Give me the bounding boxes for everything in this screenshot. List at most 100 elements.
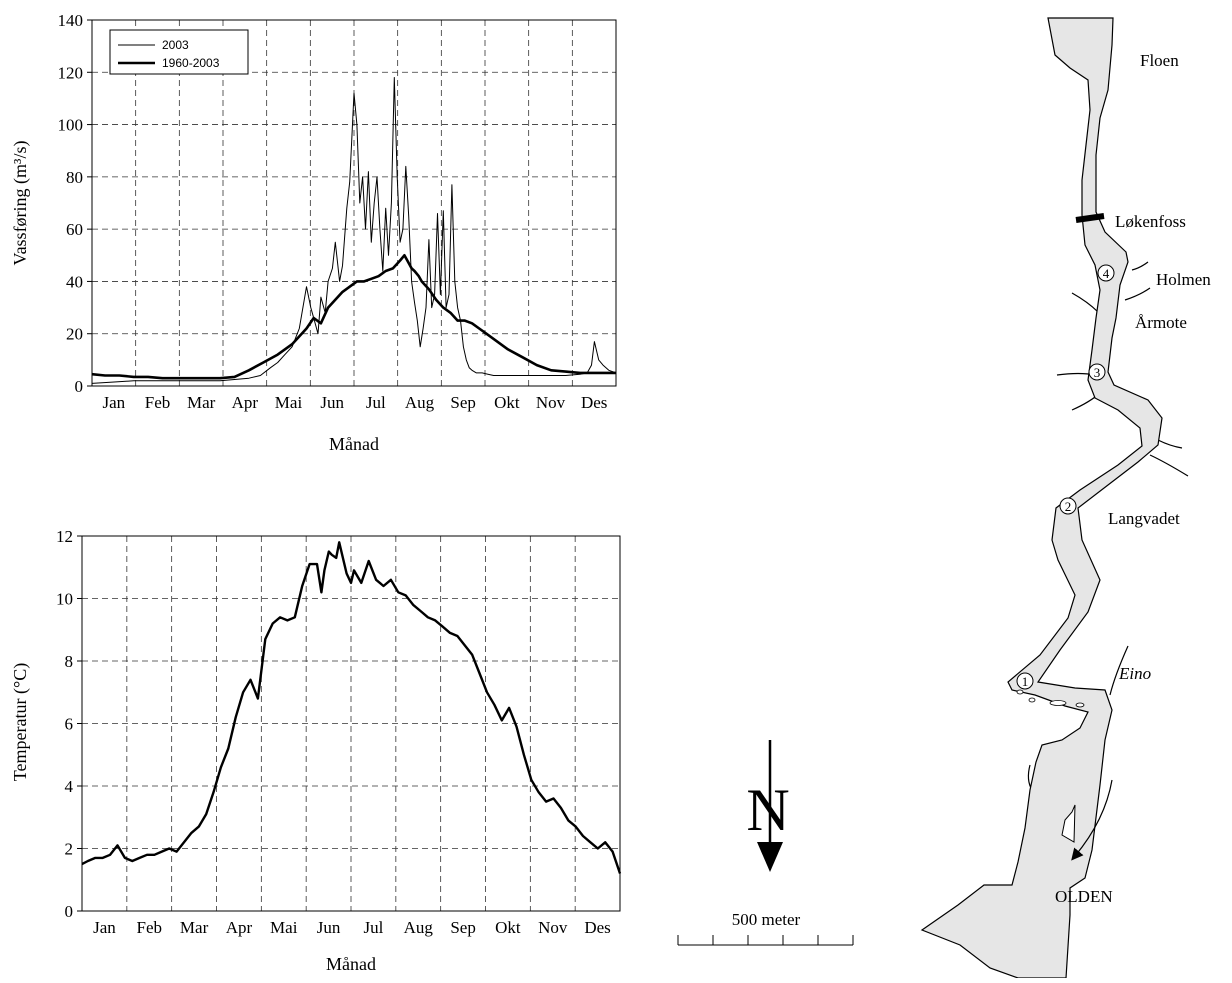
y-tick-label: 0	[75, 377, 84, 396]
y-tick-label: 120	[58, 63, 84, 82]
scale-bar: 500 meter	[677, 910, 854, 946]
station-4-label: 4	[1103, 266, 1110, 281]
month-label-des: Des	[584, 918, 610, 937]
month-label-jul: Jul	[363, 918, 383, 937]
discharge-x-axis-label: Månad	[329, 434, 379, 454]
islet	[1016, 689, 1024, 695]
month-label-jan: Jan	[93, 918, 116, 937]
month-label-jun: Jun	[320, 393, 344, 412]
series-line-2003	[91, 77, 617, 384]
river-outline	[920, 17, 1163, 979]
place-floen: Floen	[1140, 51, 1179, 70]
discharge-y-axis-label: Vassføring (m³/s)	[10, 141, 31, 266]
month-label-feb: Feb	[145, 393, 171, 412]
station-1-label: 1	[1022, 674, 1029, 689]
north-arrow-head-icon	[757, 842, 783, 872]
y-tick-label: 12	[56, 527, 73, 546]
river-map: 4 3 2 1 Floen Løkenfoss Holmen Årmote La…	[920, 17, 1211, 979]
station-2-label: 2	[1065, 499, 1072, 514]
y-tick-label: 100	[58, 116, 84, 135]
flow-direction-arrow-icon	[1071, 779, 1113, 861]
month-label-apr: Apr	[226, 918, 253, 937]
month-label-jul: Jul	[366, 393, 386, 412]
month-label-apr: Apr	[232, 393, 259, 412]
discharge-grid	[92, 20, 616, 386]
tributary-holmen-2	[1124, 287, 1151, 301]
month-label-aug: Aug	[405, 393, 435, 412]
discharge-chart: 0 20 40 60 80 100 120 140 Jan Feb Mar Apr Mai Jun Jul…	[10, 11, 617, 454]
y-tick-label: 0	[65, 902, 74, 921]
scale-ticks	[677, 935, 854, 946]
place-holmen: Holmen	[1156, 270, 1211, 289]
y-tick-label: 4	[65, 777, 74, 796]
legend-box	[109, 29, 249, 75]
y-tick-label: 60	[66, 220, 83, 239]
scale-label: 500 meter	[732, 910, 801, 929]
month-label-okt: Okt	[495, 918, 521, 937]
discharge-series	[91, 77, 617, 384]
place-armote: Årmote	[1135, 313, 1187, 332]
station-3-label: 3	[1094, 365, 1101, 380]
tributary-eino	[1109, 645, 1129, 696]
temperature-grid	[82, 536, 620, 911]
place-langvadet: Langvadet	[1108, 509, 1180, 528]
tributary-west-1	[1071, 292, 1099, 313]
station-1-marker	[1016, 672, 1034, 690]
y-tick-label: 6	[65, 715, 74, 734]
month-label-jun: Jun	[317, 918, 341, 937]
north-arrow: N	[746, 740, 790, 872]
month-label-sep: Sep	[450, 918, 476, 937]
month-label-mai: Mai	[270, 918, 298, 937]
discharge-plot-frame	[91, 19, 617, 387]
small-islets	[1016, 689, 1085, 708]
y-tick-label: 8	[65, 652, 74, 671]
month-label-okt: Okt	[494, 393, 520, 412]
tributary-east-2	[1149, 454, 1189, 477]
islet	[1049, 700, 1067, 706]
y-tick-label: 40	[66, 272, 83, 291]
discharge-month-labels: Jan Feb Mar Apr Mai Jun Jul Aug Sep Okt Nov Des	[102, 393, 607, 412]
y-tick-label: 20	[66, 325, 83, 344]
y-tick-label: 140	[58, 11, 84, 30]
discharge-legend: 2003 1960-2003	[109, 29, 249, 75]
series-line-temperature	[81, 541, 622, 874]
temperature-series	[81, 541, 622, 874]
tributary-holmen	[1131, 261, 1149, 271]
legend-label-2003: 2003	[162, 38, 189, 52]
series-line-1960-2003	[91, 254, 616, 380]
lokenfoss-barrier	[1075, 213, 1105, 223]
month-label-sep: Sep	[450, 393, 476, 412]
temperature-x-axis-label: Månad	[326, 954, 376, 974]
river-island	[1061, 804, 1076, 843]
y-tick-label: 10	[56, 590, 73, 609]
place-eino: Eino	[1118, 664, 1151, 683]
month-label-des: Des	[581, 393, 607, 412]
tributary-east-1	[1157, 439, 1183, 449]
legend-label-1960-2003: 1960-2003	[162, 56, 220, 70]
north-label: N	[746, 777, 789, 843]
month-label-mar: Mar	[180, 918, 209, 937]
month-label-jan: Jan	[102, 393, 125, 412]
temperature-chart: 0 2 4 6 8 10 12 Jan Feb Mar Apr Mai Jun Jul Aug Sep Okt…	[10, 527, 622, 974]
station-4-marker	[1097, 264, 1115, 282]
y-tick-label: 80	[66, 168, 83, 187]
temperature-plot-frame	[81, 535, 621, 912]
y-tick-label: 2	[65, 840, 74, 859]
islet	[1075, 702, 1085, 708]
station-3-marker	[1088, 363, 1106, 381]
month-label-feb: Feb	[137, 918, 163, 937]
month-label-mai: Mai	[275, 393, 303, 412]
temperature-y-ticks: 0 2 4 6 8 10 12	[56, 527, 82, 921]
station-2-marker	[1059, 497, 1077, 515]
discharge-y-ticks: 0 20 40 60 80 100 120 140	[58, 11, 92, 396]
station-markers	[1016, 264, 1115, 690]
month-label-aug: Aug	[404, 918, 434, 937]
month-label-nov: Nov	[536, 393, 566, 412]
month-label-mar: Mar	[187, 393, 216, 412]
place-lokenfoss: Løkenfoss	[1115, 212, 1186, 231]
temperature-month-labels: Jan Feb Mar Apr Mai Jun Jul Aug Sep Okt Nov Des	[93, 918, 611, 937]
place-olden: OLDEN	[1055, 887, 1113, 906]
islet	[1028, 697, 1036, 703]
month-label-nov: Nov	[538, 918, 568, 937]
